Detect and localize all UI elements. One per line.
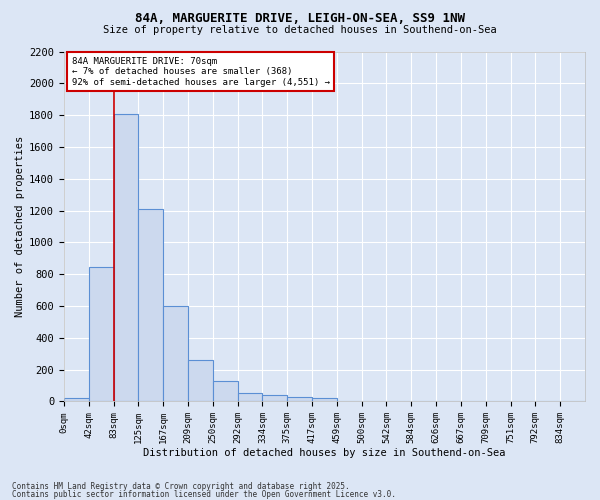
Bar: [64, 398, 89, 402]
Bar: [287, 396, 312, 402]
Bar: [89, 267, 113, 402]
Text: Contains public sector information licensed under the Open Government Licence v3: Contains public sector information licen…: [12, 490, 396, 499]
Text: Size of property relative to detached houses in Southend-on-Sea: Size of property relative to detached ho…: [103, 25, 497, 35]
X-axis label: Distribution of detached houses by size in Southend-on-Sea: Distribution of detached houses by size …: [143, 448, 506, 458]
Bar: [238, 394, 262, 402]
Bar: [163, 306, 188, 402]
Bar: [139, 209, 163, 402]
Bar: [113, 114, 139, 402]
Text: 84A, MARGUERITE DRIVE, LEIGH-ON-SEA, SS9 1NW: 84A, MARGUERITE DRIVE, LEIGH-ON-SEA, SS9…: [135, 12, 465, 26]
Bar: [262, 395, 287, 402]
Bar: [312, 398, 337, 402]
Text: 84A MARGUERITE DRIVE: 70sqm
← 7% of detached houses are smaller (368)
92% of sem: 84A MARGUERITE DRIVE: 70sqm ← 7% of deta…: [72, 56, 330, 86]
Bar: [213, 380, 238, 402]
Text: Contains HM Land Registry data © Crown copyright and database right 2025.: Contains HM Land Registry data © Crown c…: [12, 482, 350, 491]
Y-axis label: Number of detached properties: Number of detached properties: [15, 136, 25, 317]
Bar: [188, 360, 213, 402]
